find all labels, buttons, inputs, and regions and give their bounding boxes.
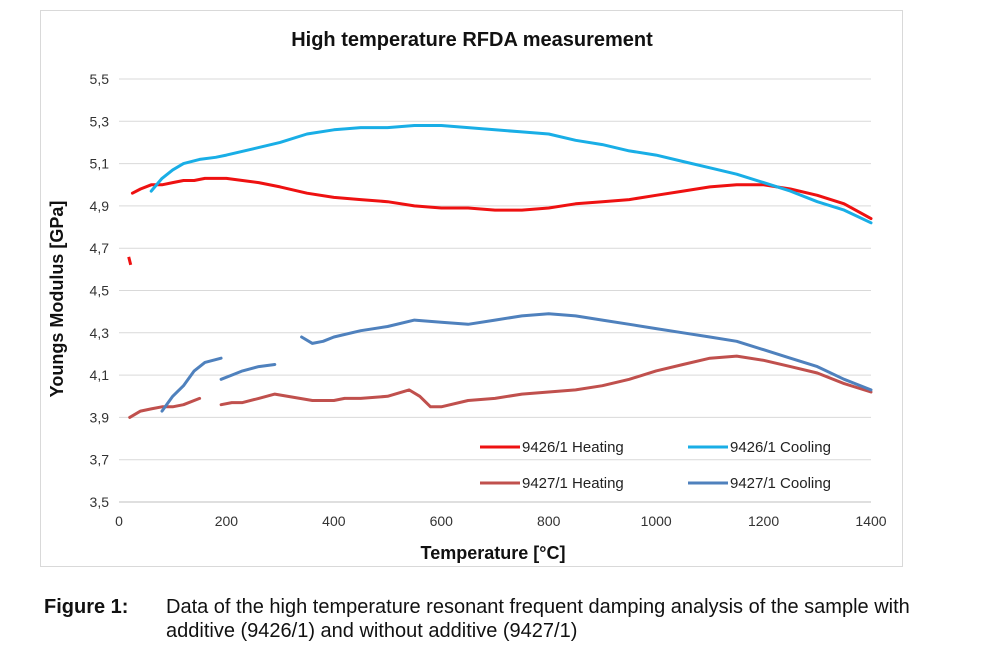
legend-item: 9427/1 Heating bbox=[480, 475, 624, 492]
legend-item: 9426/1 Heating bbox=[480, 439, 624, 456]
x-tick-label: 400 bbox=[322, 513, 346, 529]
y-tick-label: 4,9 bbox=[90, 198, 110, 214]
series-line bbox=[219, 354, 873, 409]
legend-item: 9426/1 Cooling bbox=[688, 439, 831, 456]
x-tick-label: 1400 bbox=[855, 513, 886, 529]
y-tick-label: 5,5 bbox=[90, 71, 110, 87]
chart: 3,5 3,7 3,9 4,1 4,3 4,5 4,7 4,9 5,1 5,3 5,5 0 200 400… bbox=[47, 29, 887, 563]
x-tick-label: 1200 bbox=[748, 513, 779, 529]
legend: 9426/1 Heating 9426/1 Cooling 9427/1 Heati… bbox=[480, 439, 831, 492]
legend-label: 9427/1 Cooling bbox=[730, 475, 831, 492]
series-line bbox=[128, 396, 202, 419]
x-tick-label: 600 bbox=[430, 513, 454, 529]
series-point bbox=[127, 256, 133, 266]
chart-frame bbox=[40, 10, 903, 567]
figure-caption-text: Data of the high temperature resonant fr… bbox=[166, 596, 910, 642]
y-tick-label: 3,5 bbox=[90, 494, 110, 510]
y-tick-label: 4,7 bbox=[90, 240, 110, 256]
series-line bbox=[219, 363, 277, 381]
series-1 bbox=[127, 176, 873, 266]
x-axis-label: Temperature [°C] bbox=[421, 543, 566, 563]
series-line bbox=[130, 176, 873, 221]
legend-label: 9426/1 Cooling bbox=[730, 439, 831, 456]
chart-title: High temperature RFDA measurement bbox=[291, 29, 653, 51]
y-axis-label: Youngs Modulus [GPa] bbox=[47, 201, 67, 398]
x-tick-label: 1000 bbox=[641, 513, 672, 529]
series-2 bbox=[149, 124, 873, 225]
legend-item: 9427/1 Cooling bbox=[688, 475, 831, 492]
series-line bbox=[160, 356, 223, 413]
y-tick-label: 4,5 bbox=[90, 283, 110, 299]
y-tick-label: 4,3 bbox=[90, 325, 110, 341]
x-tick-label: 0 bbox=[115, 513, 123, 529]
legend-label: 9427/1 Heating bbox=[522, 475, 624, 492]
series-3 bbox=[128, 354, 873, 419]
series-4 bbox=[160, 312, 873, 413]
figure-label: Figure 1: bbox=[44, 596, 129, 618]
y-tick-label: 4,1 bbox=[90, 367, 110, 383]
series-line bbox=[149, 124, 873, 225]
y-tick-label: 5,3 bbox=[90, 113, 110, 129]
y-tick-label: 5,1 bbox=[90, 156, 110, 172]
series-line bbox=[300, 312, 873, 392]
x-tick-label: 200 bbox=[215, 513, 239, 529]
y-tick-label: 3,7 bbox=[90, 452, 110, 468]
legend-label: 9426/1 Heating bbox=[522, 439, 624, 456]
y-tick-label: 3,9 bbox=[90, 409, 110, 425]
x-tick-label: 800 bbox=[537, 513, 561, 529]
